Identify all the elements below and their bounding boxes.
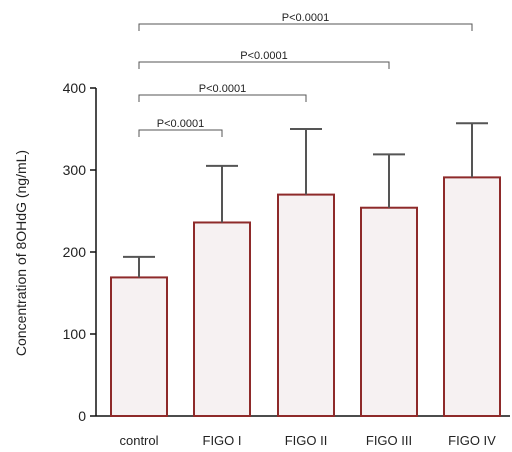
bar [193,221,251,417]
y-tick-label: 100 [63,326,87,342]
significance-bracket [138,129,223,137]
chart-axes: 0 100 200 300 400 control FIGO I FIGO II FIGO II… [63,80,510,448]
significance-bracket [138,23,473,31]
x-tick-label: FIGO I [203,433,242,448]
bar [110,276,168,418]
significance-label: P<0.0001 [282,12,329,24]
bar [360,206,418,417]
significance-label: P<0.0001 [199,83,246,95]
significance-label: P<0.0001 [157,118,204,130]
significance-label: P<0.0001 [240,50,287,62]
significance-brackets: P<0.0001 P<0.0001 P<0.0001 P<0.0001 [138,12,473,137]
x-tick-label: FIGO IV [448,433,496,448]
y-tick-label: 200 [63,244,87,260]
bar [443,176,501,417]
bar-series [110,176,501,418]
x-tick-label: FIGO III [366,433,412,448]
bar [277,193,335,417]
y-tick-label: 400 [63,80,87,96]
y-axis-title: Concentration of 8OHdG (ng/mL) [13,150,29,356]
x-tick-label: control [119,433,158,448]
y-tick-label: 0 [78,408,86,424]
error-bars [123,122,488,278]
significance-bracket [138,94,307,102]
y-tick-label: 300 [63,162,87,178]
x-tick-label: FIGO II [285,433,328,448]
significance-bracket [138,61,390,69]
